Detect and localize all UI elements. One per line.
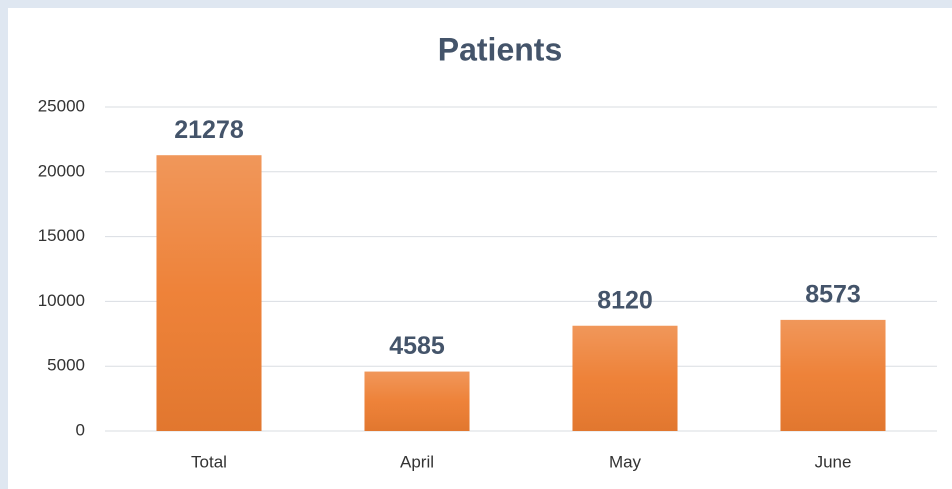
y-tick-label: 15000: [38, 226, 85, 245]
y-tick-label: 0: [76, 420, 85, 439]
data-label: 21278: [174, 116, 244, 144]
x-tick-label: April: [400, 452, 434, 471]
bar-shine: [364, 371, 470, 431]
data-label: 4585: [389, 332, 445, 360]
bar-shine: [572, 325, 678, 431]
bar-shine: [780, 319, 886, 431]
x-tick-label: Total: [191, 452, 227, 471]
y-tick-label: 10000: [38, 291, 85, 310]
data-label: 8120: [597, 286, 653, 314]
chart-title: Patients: [438, 31, 562, 67]
data-label: 8573: [805, 281, 861, 309]
bar-shine: [156, 155, 262, 431]
x-tick-label: June: [815, 452, 852, 471]
y-tick-label: 20000: [38, 161, 85, 180]
y-tick-label: 5000: [47, 356, 85, 375]
y-tick-label: 25000: [38, 96, 85, 115]
x-tick-label: May: [609, 452, 642, 471]
